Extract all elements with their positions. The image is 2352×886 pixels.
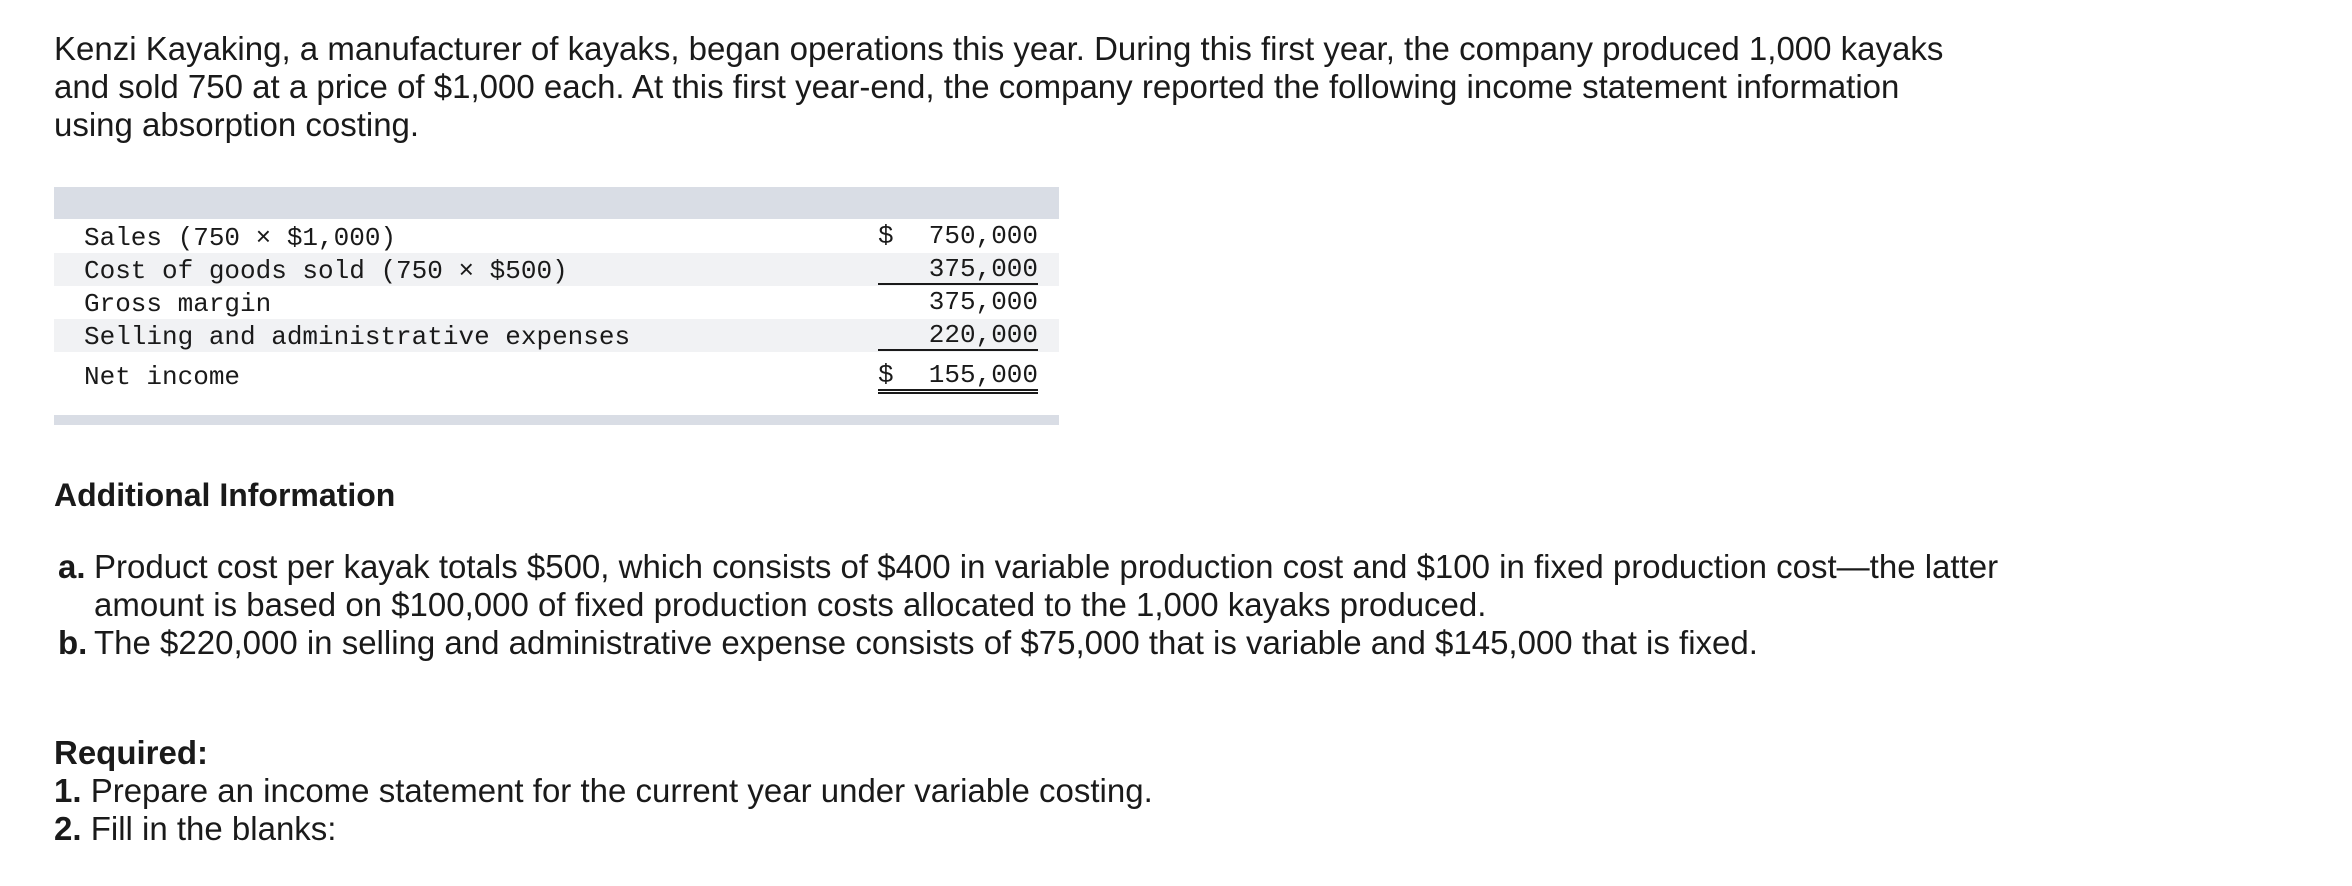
row-amount: 375,000 xyxy=(928,287,1038,317)
dollar-sign: $ xyxy=(878,221,894,251)
row-label: Gross margin xyxy=(84,289,272,319)
row-amount: 220,000 xyxy=(878,320,1038,351)
required-section: Required: 1. Prepare an income statement… xyxy=(54,734,1153,848)
absorption-income-statement: Sales (750 × $1,000) 750,000 $ Cost of g… xyxy=(54,187,1059,425)
row-amount: 375,000 xyxy=(878,254,1038,285)
list-item: 2. Fill in the blanks: xyxy=(54,810,1153,848)
item-text: Fill in the blanks: xyxy=(90,810,337,847)
additional-info-heading: Additional Information xyxy=(54,477,396,513)
row-label: Selling and administrative expenses xyxy=(84,322,631,352)
required-title: Required: xyxy=(54,734,209,771)
item-text: The $220,000 in selling and administrati… xyxy=(94,624,1758,661)
problem-intro: Kenzi Kayaking, a manufacturer of kayaks… xyxy=(54,30,1944,143)
item-marker: a. xyxy=(58,548,86,585)
row-amount: 750,000 xyxy=(928,221,1038,251)
table-header-band xyxy=(54,187,1059,219)
item-text: Product cost per kayak totals $500, whic… xyxy=(94,548,1999,623)
statement-row-cogs: Cost of goods sold (750 × $500) 375,000 xyxy=(54,253,1059,286)
additional-info-list: a. Product cost per kayak totals $500, w… xyxy=(54,548,2004,662)
item-marker: b. xyxy=(58,624,88,661)
list-item: 1. Prepare an income statement for the c… xyxy=(54,772,1153,810)
row-label: Sales (750 × $1,000) xyxy=(84,223,397,253)
table-footer-band xyxy=(54,415,1059,425)
row-amount: 155,000 xyxy=(878,360,1038,394)
statement-row-selling-admin: Selling and administrative expenses 220,… xyxy=(54,319,1059,352)
statement-row-sales: Sales (750 × $1,000) 750,000 $ xyxy=(54,220,1059,253)
item-marker: 2. xyxy=(54,810,82,847)
row-label: Net income xyxy=(84,362,241,392)
row-label: Cost of goods sold (750 × $500) xyxy=(84,256,568,286)
item-marker: 1. xyxy=(54,772,82,809)
item-text: Prepare an income statement for the curr… xyxy=(90,772,1153,809)
statement-row-net-income: Net income 155,000 $ xyxy=(54,359,1059,394)
statement-row-gross-margin: Gross margin 375,000 xyxy=(54,286,1059,319)
list-item: b. The $220,000 in selling and administr… xyxy=(54,624,2004,662)
list-item: a. Product cost per kayak totals $500, w… xyxy=(54,548,2004,624)
dollar-sign: $ xyxy=(878,360,894,390)
